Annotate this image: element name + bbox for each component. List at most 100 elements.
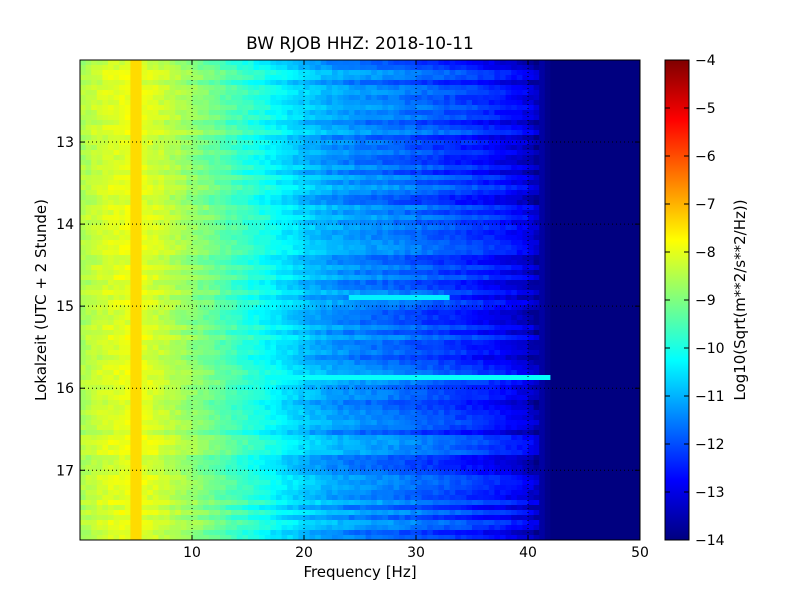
heatmap-cell — [108, 215, 115, 221]
heatmap-cell — [449, 80, 456, 86]
heatmap-cell — [264, 300, 271, 306]
heatmap-cell — [337, 300, 344, 306]
heatmap-cell — [102, 170, 109, 176]
heatmap-cell — [533, 105, 540, 111]
heatmap-cell — [494, 305, 501, 311]
heatmap-cell — [533, 90, 540, 96]
heatmap-cell — [236, 205, 243, 211]
heatmap-cell — [276, 65, 283, 71]
heatmap-cell — [600, 265, 607, 271]
heatmap-cell — [130, 100, 137, 106]
heatmap-cell — [281, 210, 288, 216]
heatmap-cell — [197, 205, 204, 211]
heatmap-cell — [292, 205, 299, 211]
heatmap-cell — [410, 235, 417, 241]
heatmap-cell — [113, 230, 120, 236]
heatmap-cell — [572, 175, 579, 181]
heatmap-cell — [304, 255, 311, 261]
heatmap-cell — [371, 210, 378, 216]
heatmap-cell — [253, 95, 260, 101]
heatmap-cell — [80, 80, 87, 86]
heatmap-cell — [326, 295, 333, 301]
heatmap-cell — [500, 255, 507, 261]
heatmap-cell — [404, 180, 411, 186]
heatmap-cell — [410, 80, 417, 86]
heatmap-cell — [214, 150, 221, 156]
heatmap-cell — [197, 175, 204, 181]
heatmap-cell — [248, 240, 255, 246]
heatmap-cell — [483, 240, 490, 246]
heatmap-cell — [96, 240, 103, 246]
heatmap-cell — [589, 185, 596, 191]
heatmap-cell — [455, 70, 462, 76]
heatmap-cell — [158, 200, 165, 206]
heatmap-cell — [572, 190, 579, 196]
heatmap-cell — [343, 90, 350, 96]
heatmap-cell — [141, 175, 148, 181]
heatmap-cell — [516, 70, 523, 76]
heatmap-cell — [287, 225, 294, 231]
heatmap-cell — [444, 285, 451, 291]
heatmap-cell — [124, 235, 131, 241]
heatmap-cell — [80, 115, 87, 121]
heatmap-cell — [511, 85, 518, 91]
heatmap-cell — [124, 300, 131, 306]
heatmap-cell — [309, 110, 316, 116]
heatmap-cell — [556, 160, 563, 166]
heatmap-cell — [214, 305, 221, 311]
heatmap-cell — [231, 295, 238, 301]
heatmap-cell — [320, 300, 327, 306]
heatmap-cell — [600, 80, 607, 86]
heatmap-cell — [337, 125, 344, 131]
heatmap-cell — [169, 155, 176, 161]
heatmap-cell — [365, 90, 372, 96]
heatmap-cell — [595, 215, 602, 221]
heatmap-cell — [522, 265, 529, 271]
heatmap-cell — [220, 230, 227, 236]
heatmap-cell — [589, 205, 596, 211]
heatmap-cell — [164, 210, 171, 216]
heatmap-cell — [298, 65, 305, 71]
heatmap-cell — [511, 80, 518, 86]
heatmap-cell — [472, 290, 479, 296]
heatmap-cell — [298, 225, 305, 231]
heatmap-cell — [270, 155, 277, 161]
heatmap-cell — [511, 210, 518, 216]
heatmap-cell — [343, 205, 350, 211]
heatmap-cell — [410, 250, 417, 256]
heatmap-cell — [477, 145, 484, 151]
heatmap-cell — [337, 280, 344, 286]
heatmap-cell — [365, 215, 372, 221]
heatmap-cell — [147, 125, 154, 131]
heatmap-cell — [600, 190, 607, 196]
heatmap-cell — [220, 155, 227, 161]
heatmap-cell — [584, 90, 591, 96]
heatmap-cell — [164, 165, 171, 171]
heatmap-cell — [298, 275, 305, 281]
heatmap-cell — [147, 245, 154, 251]
heatmap-cell — [511, 295, 518, 301]
heatmap-cell — [337, 75, 344, 81]
heatmap-cell — [85, 250, 92, 256]
heatmap-cell — [203, 150, 210, 156]
heatmap-cell — [477, 90, 484, 96]
heatmap-cell — [309, 130, 316, 136]
heatmap-cell — [203, 75, 210, 81]
heatmap-cell — [360, 200, 367, 206]
heatmap-cell — [612, 125, 619, 131]
heatmap-cell — [320, 210, 327, 216]
heatmap-cell — [376, 225, 383, 231]
heatmap-cell — [208, 230, 215, 236]
heatmap-cell — [606, 230, 613, 236]
heatmap-cell — [578, 85, 585, 91]
heatmap-cell — [589, 285, 596, 291]
heatmap-cell — [539, 240, 546, 246]
heatmap-cell — [141, 85, 148, 91]
heatmap-cell — [248, 180, 255, 186]
heatmap-cell — [203, 65, 210, 71]
heatmap-cell — [320, 215, 327, 221]
heatmap-cell — [606, 110, 613, 116]
heatmap-cell — [365, 240, 372, 246]
heatmap-cell — [220, 70, 227, 76]
heatmap-cell — [427, 285, 434, 291]
